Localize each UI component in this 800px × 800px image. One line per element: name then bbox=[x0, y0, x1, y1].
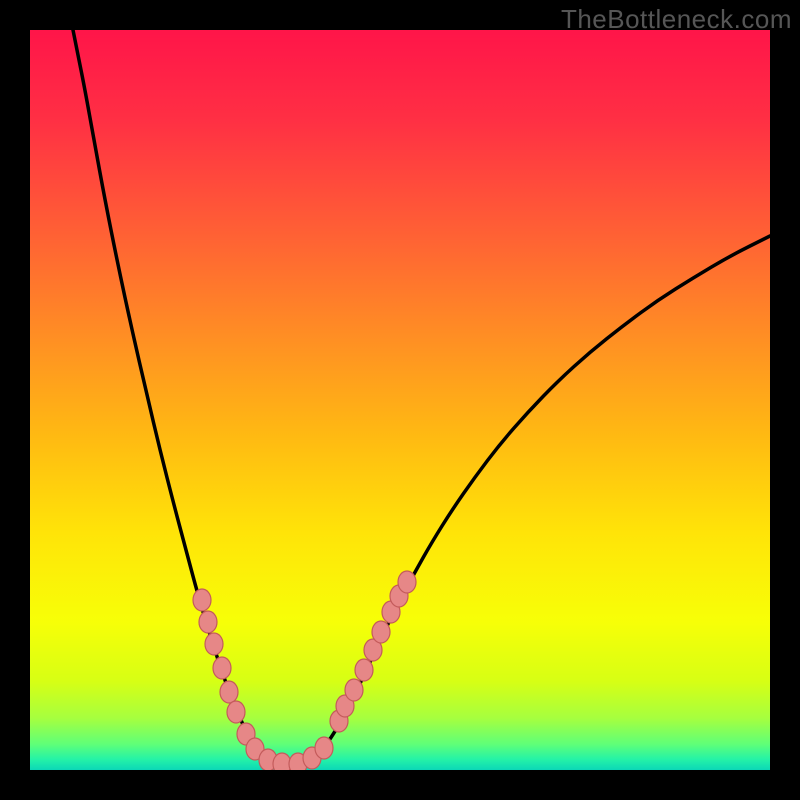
curve-marker bbox=[193, 589, 211, 611]
watermark-text: TheBottleneck.com bbox=[561, 4, 792, 35]
curve-marker bbox=[355, 659, 373, 681]
bottleneck-chart bbox=[0, 0, 800, 800]
curve-marker bbox=[213, 657, 231, 679]
plot-background bbox=[30, 30, 770, 770]
curve-marker bbox=[227, 701, 245, 723]
curve-marker bbox=[220, 681, 238, 703]
curve-marker bbox=[205, 633, 223, 655]
curve-marker bbox=[372, 621, 390, 643]
curve-marker bbox=[398, 571, 416, 593]
curve-marker bbox=[199, 611, 217, 633]
curve-marker bbox=[315, 737, 333, 759]
curve-marker bbox=[345, 679, 363, 701]
